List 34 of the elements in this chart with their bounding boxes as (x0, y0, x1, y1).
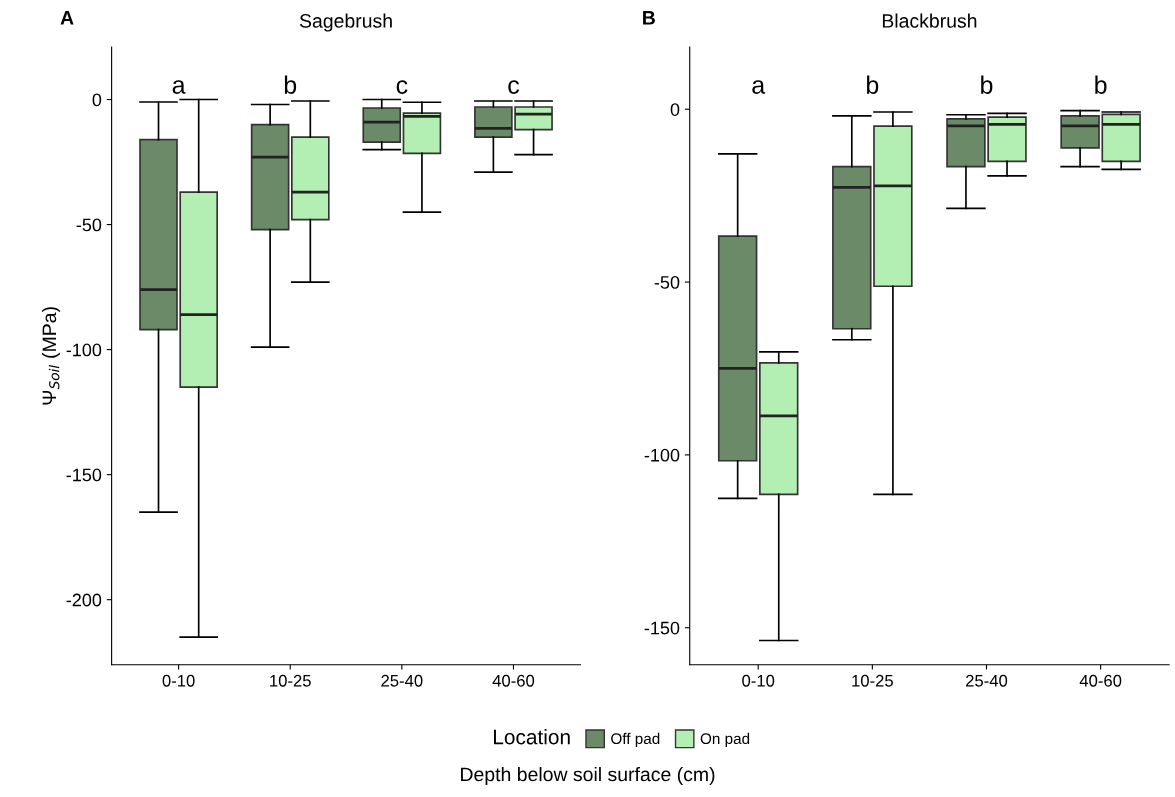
legend-label: On pad (700, 732, 750, 748)
x-tick-label: 0-10 (162, 674, 195, 687)
y-tick-label: -100 (66, 343, 102, 357)
annotation: a (752, 80, 766, 94)
y-tick-label: -150 (66, 468, 102, 482)
y-tick-label: -150 (644, 621, 680, 635)
annotation: c (508, 80, 520, 94)
y-axis-title: Ψ$_{Soil}$ (MPa) (41, 307, 61, 405)
text: B (643, 11, 655, 25)
annotation: a (172, 80, 186, 94)
annotation: c (396, 80, 408, 94)
y-tick-label: 0 (92, 93, 102, 107)
x-tick-label: 25-40 (966, 674, 1008, 687)
x-tick-label: 40-60 (492, 674, 535, 687)
y-tick-label: 0 (670, 103, 680, 116)
legend-label: Off pad (611, 732, 660, 748)
x-tick-label: 10-25 (270, 674, 311, 687)
annotation: b (1095, 75, 1107, 94)
y-tick-label: -200 (66, 593, 102, 607)
y-tick-label: -50 (76, 218, 102, 232)
chart-title: Blackbrush (882, 13, 977, 28)
x-tick-label: 25-40 (381, 674, 423, 687)
chart-title: Sagebrush (299, 13, 392, 32)
x-tick-label: 10-25 (852, 674, 893, 687)
text: A (60, 11, 74, 25)
x-tick-label: 0-10 (742, 674, 775, 687)
y-tick-label: -100 (644, 448, 680, 462)
annotation: b (284, 75, 297, 94)
annotation: b (981, 75, 993, 94)
y-tick-label: -50 (654, 276, 680, 289)
x-axis-title: Depth below soil surface (cm) (461, 766, 715, 786)
x-tick-label: 40-60 (1079, 674, 1122, 687)
annotation: b (867, 75, 879, 94)
legend-title: Location (494, 729, 570, 745)
